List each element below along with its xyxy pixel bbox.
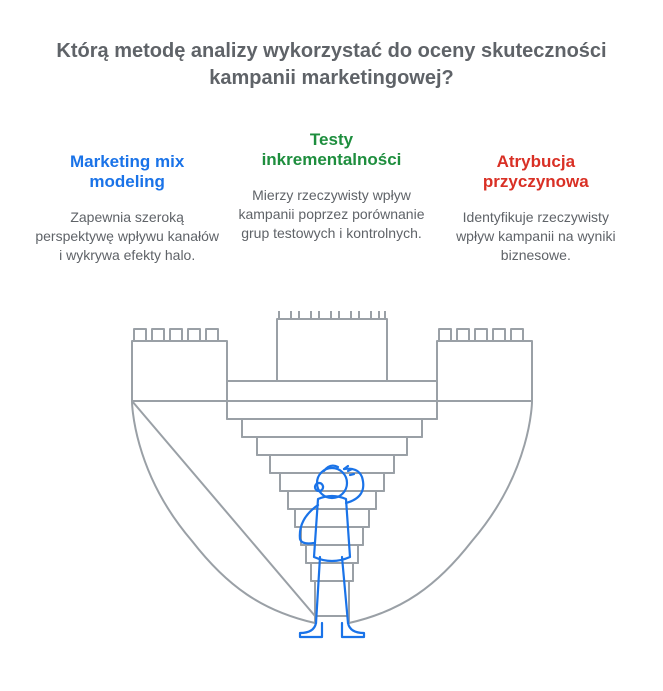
column-desc: Mierzy rzeczywisty wpływ kampanii poprze… bbox=[238, 186, 424, 243]
page-title: Którą metodę analizy wykorzystać do ocen… bbox=[50, 38, 613, 92]
column-desc: Identyfikuje rzeczywisty wpływ kampanii … bbox=[443, 208, 629, 265]
column-title: Atrybucja przyczynowa bbox=[443, 152, 629, 196]
staircase-svg bbox=[72, 311, 592, 691]
column-title: Marketing mix modeling bbox=[34, 152, 220, 196]
staircase-illustration bbox=[0, 311, 663, 691]
column-title: Testy inkrementalności bbox=[238, 130, 424, 174]
column-mmm: Marketing mix modeling Zapewnia szeroką … bbox=[30, 130, 224, 265]
column-desc: Zapewnia szeroką perspektywę wpływu kana… bbox=[34, 208, 220, 265]
method-columns: Marketing mix modeling Zapewnia szeroką … bbox=[30, 130, 633, 265]
column-attribution: Atrybucja przyczynowa Identyfikuje rzecz… bbox=[439, 130, 633, 265]
column-incrementality: Testy inkrementalności Mierzy rzeczywist… bbox=[234, 130, 428, 265]
